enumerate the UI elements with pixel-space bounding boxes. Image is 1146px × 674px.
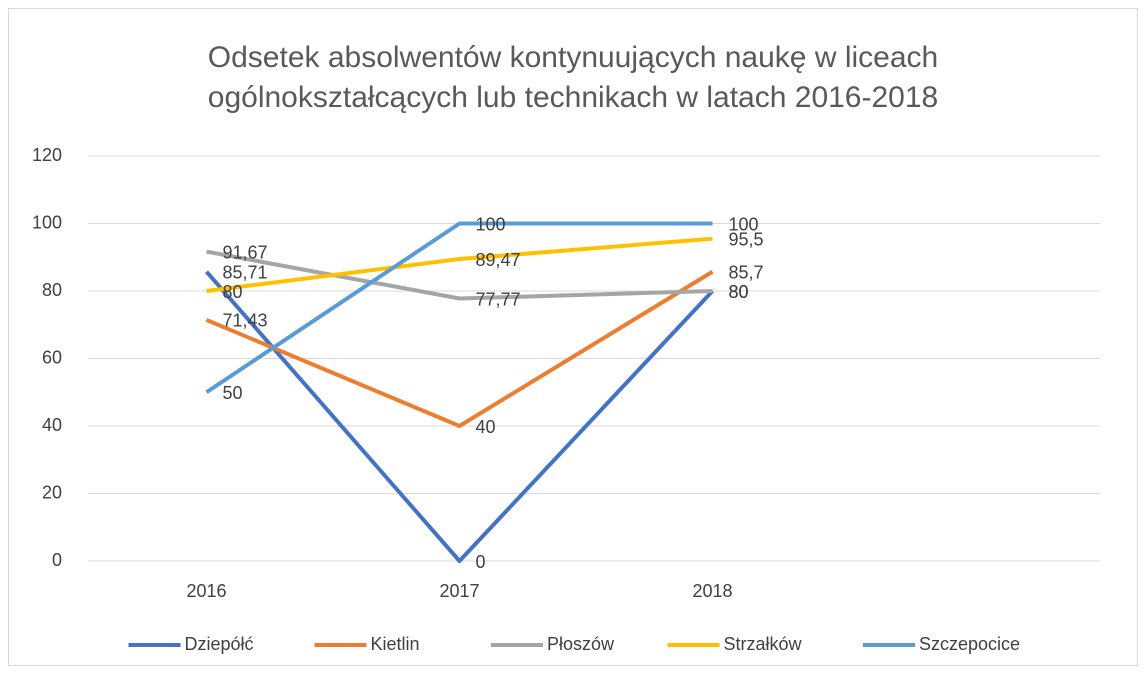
legend-label: Szczepocice [919, 634, 1020, 654]
y-tick-label: 80 [42, 280, 62, 300]
legend-label: Dziepółć [185, 634, 254, 654]
data-label: 40 [476, 417, 496, 437]
chart-title: Odsetek absolwentów kontynuujących naukę… [207, 41, 939, 114]
y-tick-label: 40 [42, 415, 62, 435]
data-label: 91,67 [223, 242, 268, 262]
legend-label: Strzałków [724, 634, 803, 654]
data-label: 89,47 [476, 250, 521, 270]
data-label: 71,43 [223, 311, 268, 331]
series-line [206, 249, 713, 301]
y-tick-label: 120 [32, 145, 62, 165]
legend-label: Kietlin [371, 634, 420, 654]
x-tick-label: 2018 [692, 581, 732, 601]
y-tick-label: 100 [32, 212, 62, 232]
series-line [205, 221, 713, 394]
data-label: 50 [223, 383, 243, 403]
data-label: 100 [476, 214, 506, 234]
y-tick-label: 60 [42, 347, 62, 367]
x-tick-label: 2017 [439, 581, 479, 601]
data-label: 80 [729, 282, 749, 302]
y-tick-label: 0 [52, 550, 62, 570]
series-line [206, 236, 713, 293]
x-tick-label: 2016 [186, 581, 226, 601]
data-label: 95,5 [729, 229, 764, 249]
data-label: 80 [223, 282, 243, 302]
chart-border [8, 8, 1138, 666]
legend-label: Płoszów [547, 634, 615, 654]
data-label: 80 [729, 282, 749, 302]
data-label: 85,71 [223, 262, 268, 282]
data-label: 100 [729, 214, 759, 234]
data-label: 85,7 [729, 263, 764, 283]
series-line [204, 270, 714, 563]
series-line [205, 270, 714, 428]
data-label: 77,77 [476, 289, 521, 309]
y-tick-label: 20 [42, 482, 62, 502]
data-label: 0 [476, 552, 486, 572]
